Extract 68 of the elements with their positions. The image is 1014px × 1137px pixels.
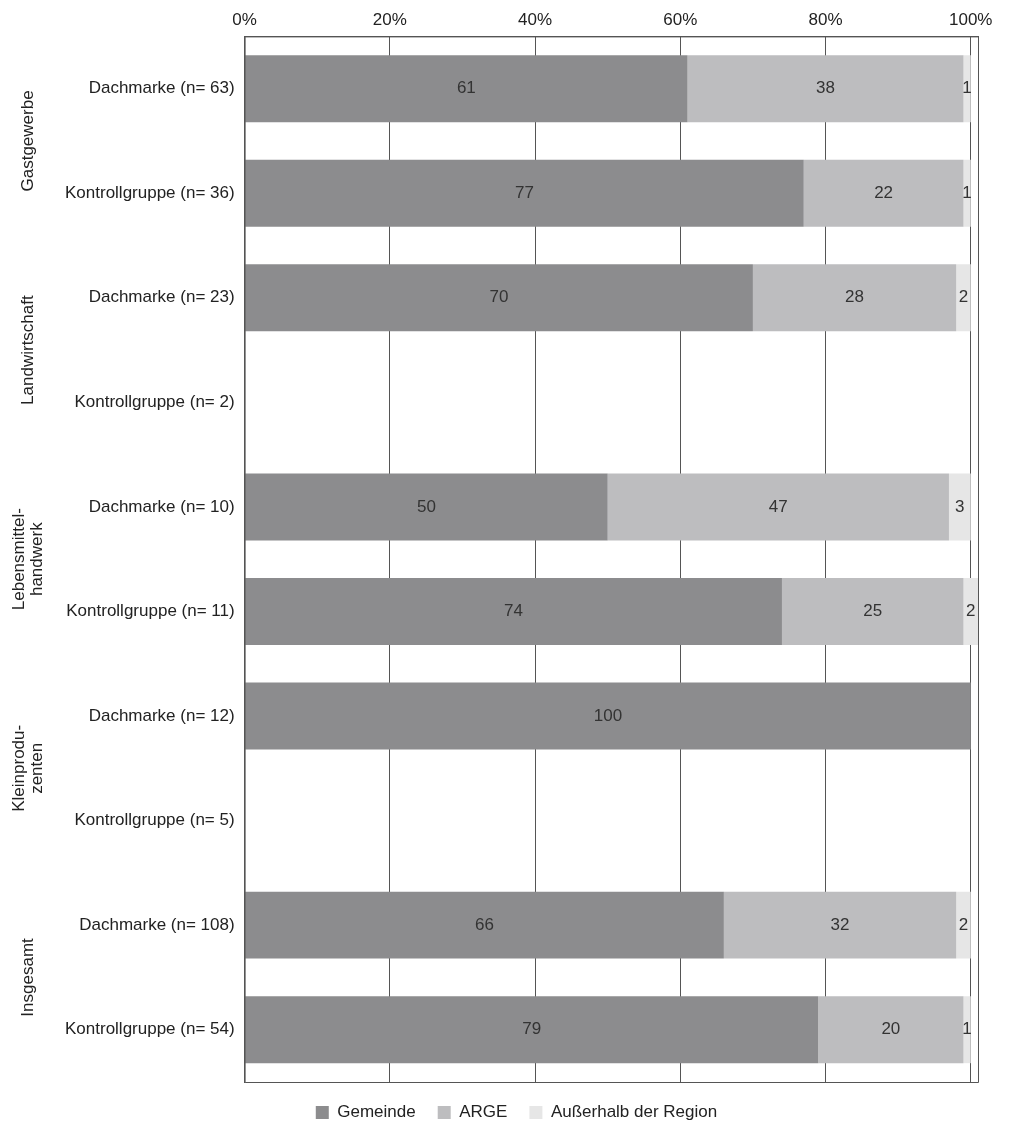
data-label: 70: [489, 287, 509, 307]
text: Insgesamt: [17, 937, 37, 1017]
y-tick-label: Dachmarke (n= 63): [88, 78, 235, 98]
bar: [687, 55, 964, 123]
y-tick-label: Dachmarke (n= 12): [88, 705, 235, 725]
data-label: 2: [966, 601, 976, 621]
bar: [607, 473, 949, 541]
data-label: 50: [416, 496, 436, 516]
data-label: 1: [962, 1019, 972, 1039]
data-label: 61: [456, 78, 476, 98]
y-tick-label: Dachmarke (n= 23): [88, 287, 235, 307]
data-label: 2: [958, 914, 969, 934]
bar: [956, 891, 971, 959]
bar: [963, 159, 971, 227]
data-label: 1: [962, 78, 972, 98]
data-label: 74: [504, 601, 523, 621]
bar: [963, 578, 978, 645]
bar: [963, 55, 971, 123]
bar: [245, 891, 724, 959]
text: Lebensmittel- handwerk: [8, 508, 46, 611]
text: Kleinprodu- zenten: [8, 724, 46, 812]
bar: [723, 891, 957, 959]
data-label: 25: [863, 601, 883, 621]
y-tick-label: Kontrollgruppe (n= 54): [64, 1019, 235, 1039]
data-label: 3: [955, 496, 965, 516]
bar: [245, 578, 782, 645]
data-label: 47: [768, 496, 788, 516]
bar: [948, 473, 971, 541]
data-label: 2: [958, 287, 969, 307]
bar: [245, 682, 971, 750]
x-tick-label: 60%: [663, 9, 698, 29]
x-tick-label: 40%: [518, 9, 553, 29]
bar: [245, 996, 819, 1064]
y-tick-label: Dachmarke (n= 10): [88, 496, 235, 516]
data-label: 79: [522, 1019, 542, 1039]
y-tick-label: Kontrollgruppe (n= 11): [66, 601, 235, 621]
x-tick-label: 0%: [232, 9, 257, 29]
data-label: 38: [816, 78, 835, 98]
bar: [245, 55, 688, 123]
y-tick-label: Kontrollgruppe (n= 36): [64, 182, 235, 202]
y-tick-label: Kontrollgruppe (n= 2): [74, 392, 235, 412]
text: Landwirtschaft: [17, 295, 37, 405]
data-label: 77: [514, 182, 534, 202]
legend-label: Außerhalb der Region: [550, 1102, 718, 1122]
bar: [818, 996, 964, 1064]
legend-label: Gemeinde: [337, 1102, 416, 1122]
data-label: 28: [845, 287, 865, 307]
data-label: 20: [881, 1019, 901, 1039]
text: Gastgewerbe: [17, 90, 37, 192]
data-label: 1: [962, 182, 972, 202]
bar: [245, 264, 753, 332]
x-tick-label: 100%: [949, 9, 993, 29]
bar: [803, 159, 964, 227]
data-label: 66: [475, 914, 494, 934]
bar: [245, 473, 608, 541]
bar: [752, 264, 957, 332]
bar: [781, 578, 964, 645]
x-tick-label: 80%: [808, 9, 843, 29]
legend-label: ARGE: [459, 1102, 508, 1122]
data-label: 32: [830, 914, 850, 934]
x-tick-label: 20%: [372, 9, 407, 29]
data-label: 100: [593, 705, 623, 725]
bar: [963, 996, 971, 1064]
y-tick-label: Kontrollgruppe (n= 5): [74, 810, 235, 830]
data-label: 22: [874, 182, 894, 202]
bar: [956, 264, 971, 332]
bar: [245, 159, 804, 227]
y-tick-label: Dachmarke (n= 108): [79, 914, 235, 934]
